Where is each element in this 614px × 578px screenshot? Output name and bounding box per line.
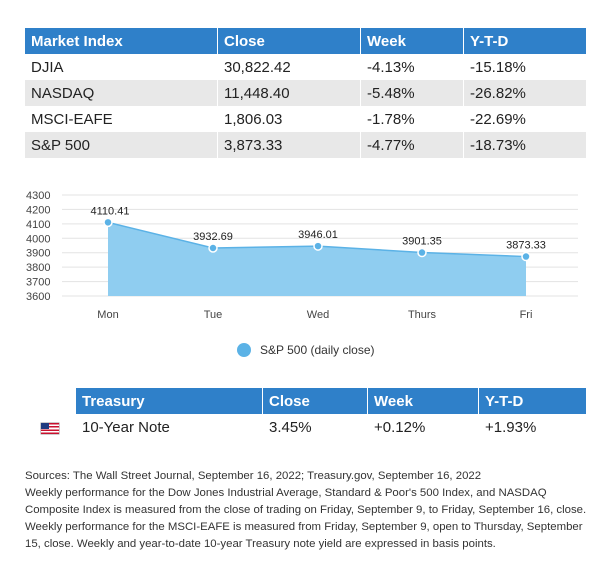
header-week: Week [367,388,479,414]
x-tick-label: Wed [307,309,329,321]
methodology-note: Weekly performance for the Dow Jones Ind… [25,487,587,550]
legend-swatch [237,343,251,357]
x-tick-label: Thurs [408,309,437,321]
treasury-close: 3.45% [262,414,368,441]
x-tick-label: Mon [97,309,118,321]
treasury-table-header: Treasury Close Week Y-T-D [25,388,586,414]
header-flag-spacer [25,388,76,414]
index-ytd: -26.82% [463,80,586,106]
data-point [521,251,531,262]
treasury-week: +0.12% [367,414,479,441]
data-point [208,243,218,253]
treasury-ytd: +1.93% [478,414,586,441]
data-label: 3901.35 [402,236,442,248]
header-market-index: Market Index [25,28,218,54]
header-ytd: Y-T-D [463,28,586,54]
table-row: S&P 500 3,873.33 -4.77% -18.73% [25,132,586,158]
header-week: Week [360,28,464,54]
index-ytd: -18.73% [463,132,586,158]
data-label: 3932.69 [193,231,233,243]
header-ytd: Y-T-D [478,388,586,414]
footnotes: Sources: The Wall Street Journal, Septem… [25,468,590,553]
y-tick-label: 4000 [26,233,50,245]
market-table-header: Market Index Close Week Y-T-D [25,28,586,54]
index-name: S&P 500 [25,132,218,158]
table-row: DJIA 30,822.42 -4.13% -15.18% [25,54,586,80]
index-close: 30,822.42 [217,54,361,80]
y-tick-label: 3900 [26,248,50,260]
data-point [103,217,113,228]
header-treasury: Treasury [75,388,263,414]
index-week: -5.48% [360,80,464,106]
data-label: 4110.41 [91,205,130,217]
header-close: Close [217,28,361,54]
market-index-table: Market Index Close Week Y-T-D DJIA 30,82… [25,28,586,158]
x-tick-label: Fri [520,309,533,321]
index-week: -4.13% [360,54,464,80]
index-week: -1.78% [360,106,464,132]
data-point [417,247,427,258]
treasury-name: 10-Year Note [75,414,263,441]
index-ytd: -22.69% [463,106,586,132]
flag-cell [25,414,76,441]
index-close: 11,448.40 [217,80,361,106]
header-close: Close [262,388,368,414]
sp500-area-chart: 3600 3700 3800 3900 4000 4100 4200 4300 4110.41 3… [26,190,578,321]
index-name: DJIA [31,58,64,76]
index-close: 1,806.03 [217,106,361,132]
sources-note: Sources: The Wall Street Journal, Septem… [25,470,482,482]
y-tick-label: 3700 [26,277,50,289]
y-tick-label: 4200 [26,204,50,216]
index-week: -4.77% [360,132,464,158]
legend-label: S&P 500 (daily close) [260,343,375,357]
series-area [108,222,526,296]
table-row: MSCI-EAFE 1,806.03 -1.78% -22.69% [25,106,586,132]
x-tick-label: Tue [204,309,223,321]
table-row: NASDAQ 11,448.40 -5.48% -26.82% [25,80,586,106]
y-tick-label: 3800 [26,262,50,274]
chart-legend: S&P 500 (daily close) [237,343,375,357]
y-tick-label: 3600 [26,291,50,303]
y-tick-label: 4300 [26,190,50,202]
index-close: 3,873.33 [217,132,361,158]
data-point [313,241,323,251]
y-tick-label: 4100 [26,219,50,231]
index-ytd: -15.18% [463,54,586,80]
table-row: 10-Year Note 3.45% +0.12% +1.93% [25,414,586,441]
us-flag-icon [41,422,59,434]
index-name: MSCI-EAFE [31,110,113,128]
data-label: 3946.01 [298,229,338,241]
data-label: 3873.33 [506,240,546,252]
index-name: NASDAQ [25,80,218,106]
treasury-table: Treasury Close Week Y-T-D 10-Year Note 3… [25,388,586,441]
